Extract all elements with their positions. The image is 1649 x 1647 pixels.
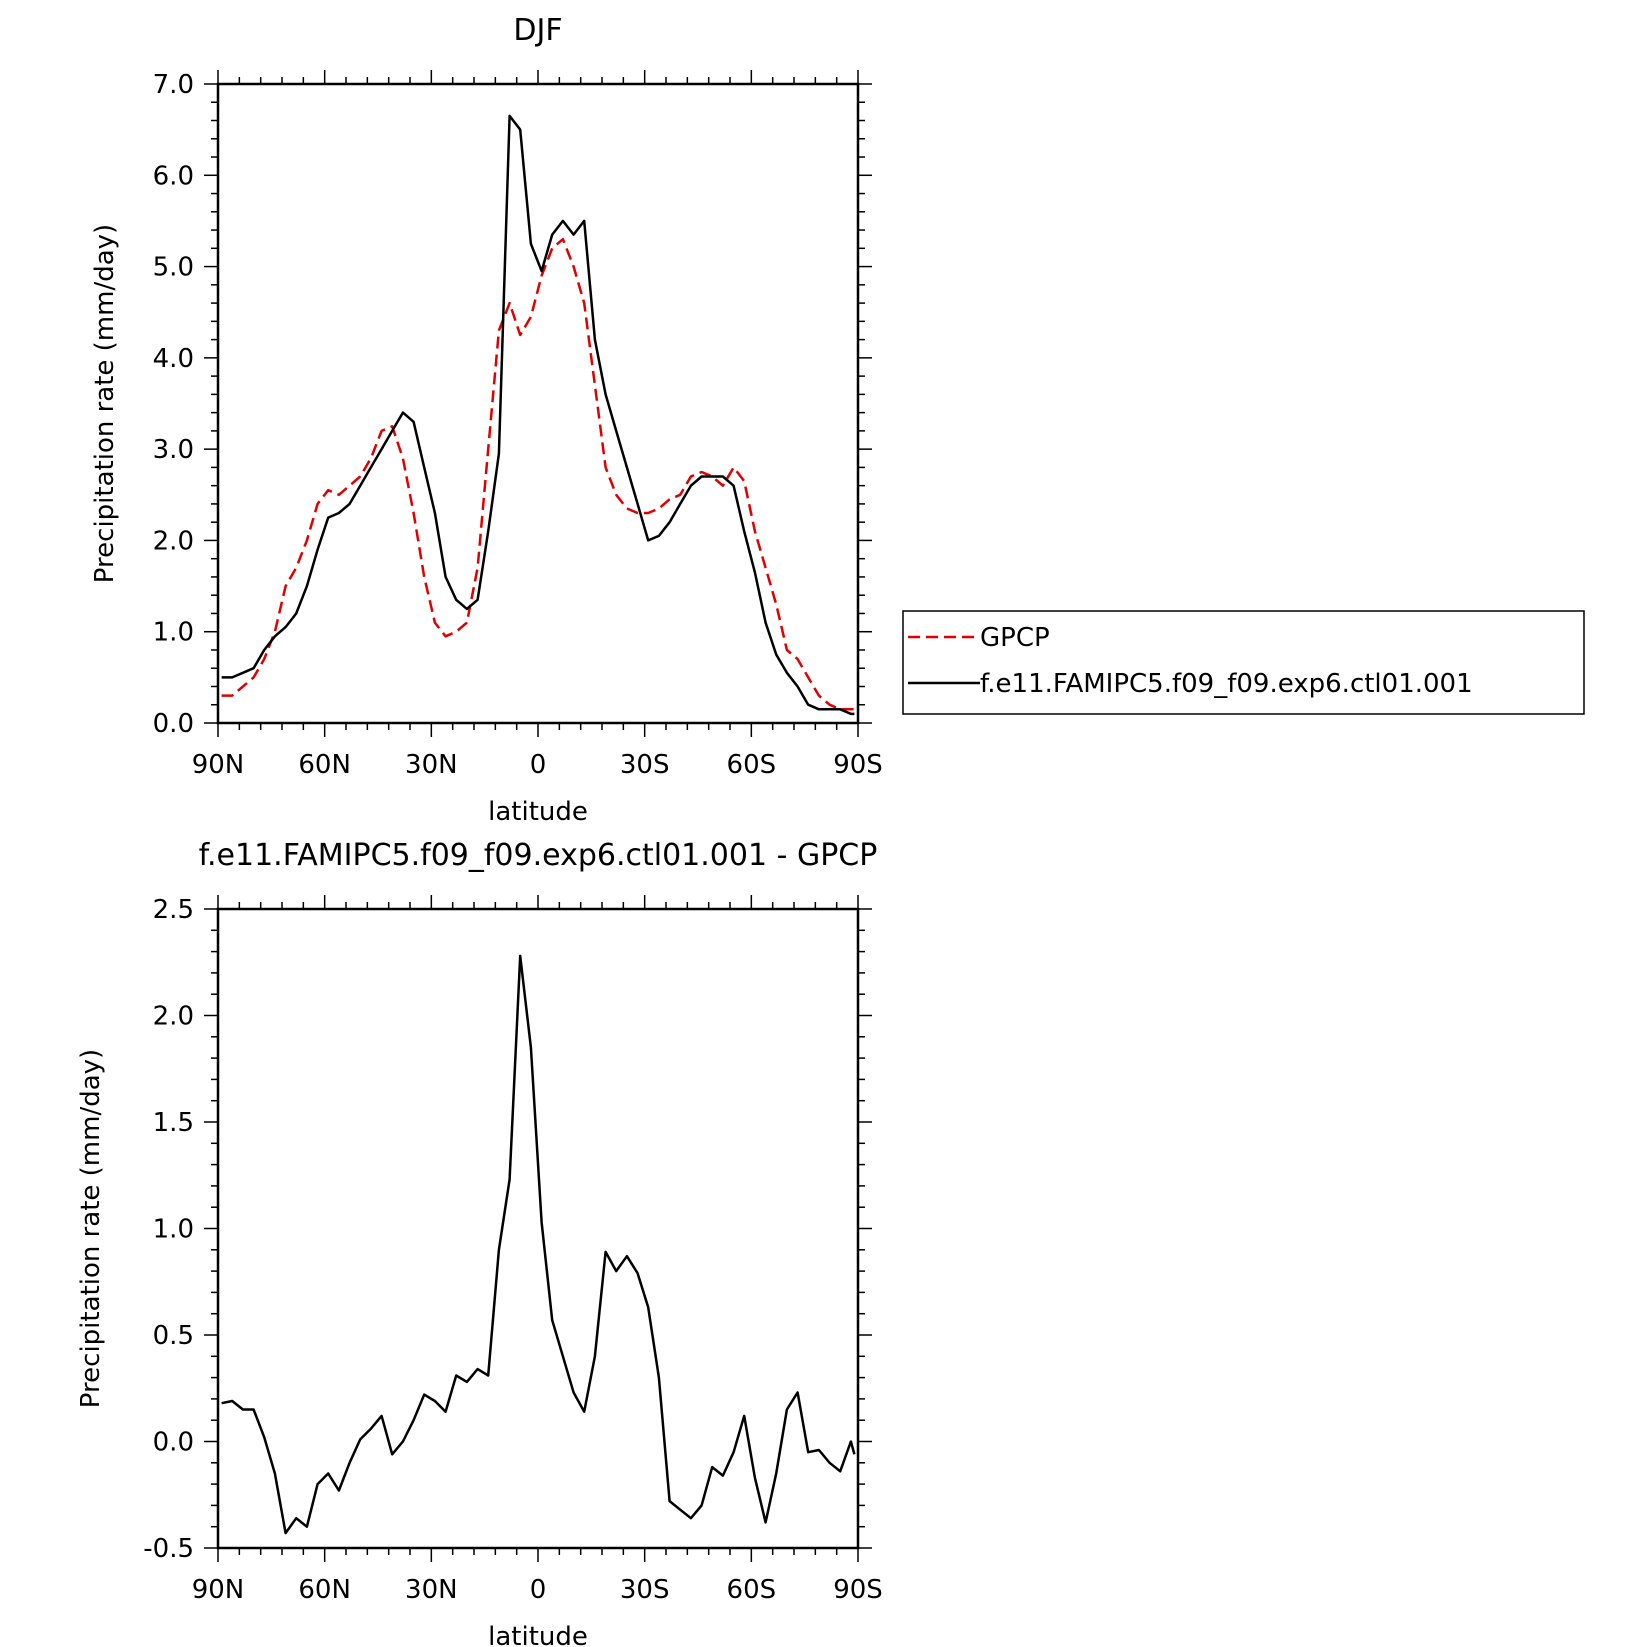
top-plot: 90N 60N 30N 0 30S 60S 90S 0.0 1.0 2.0 3.0 4.0 5.0 6.0… — [90, 70, 883, 827]
x-tick-label: 0 — [530, 750, 547, 780]
series-line-f-e11-famipc5-f09-f09-exp6-ctl01-001 — [221, 114, 855, 716]
x-axis-title: latitude — [488, 1622, 588, 1647]
y-tick-label: 5.0 — [153, 253, 194, 283]
x-tick-label: 90N — [192, 750, 245, 780]
y-tick-label: 0.0 — [153, 1428, 194, 1458]
x-tick-label: 60N — [298, 1575, 351, 1605]
legend-label-gpcp: GPCP — [980, 623, 1050, 653]
x-axis-title: latitude — [488, 797, 588, 827]
y-tick-label: 1.0 — [153, 1215, 194, 1245]
x-tick-label: 60S — [727, 750, 777, 780]
y-tick-label: 2.5 — [153, 895, 194, 925]
y-tick-label: 0.5 — [153, 1321, 194, 1351]
legend-label-model: f.e11.FAMIPC5.f09_f09.exp6.ctl01.001 — [980, 669, 1473, 699]
legend: GPCP f.e11.FAMIPC5.f09_f09.exp6.ctl01.00… — [902, 610, 1585, 715]
y-tick-label: -0.5 — [143, 1534, 194, 1564]
x-tick-label: 0 — [530, 1575, 547, 1605]
x-tick-label: 30S — [620, 750, 670, 780]
y-tick-label: 6.0 — [153, 161, 194, 191]
series-line-difference — [221, 954, 856, 1535]
y-tick-label: 2.0 — [153, 1002, 194, 1032]
y-tick-label: 4.0 — [153, 344, 194, 374]
legend-box — [902, 610, 1585, 715]
bottom-plot: 90N 60N 30N 0 30S 60S 90S -0.5 0.0 0.5 1.0 1.5 2.0 2.… — [76, 895, 883, 1647]
x-tick-label: 30N — [405, 750, 458, 780]
plot-frame — [216, 82, 860, 725]
y-tick-label: 1.0 — [153, 618, 194, 648]
top-chart-title: DJF — [513, 13, 562, 48]
y-axis-title: Precipitation rate (mm/day) — [76, 1049, 106, 1408]
x-tick-label: 60N — [298, 750, 351, 780]
x-tick-label: 90N — [192, 1575, 245, 1605]
y-tick-label: 2.0 — [153, 526, 194, 556]
y-tick-label: 7.0 — [153, 70, 194, 100]
y-tick-label: 0.0 — [153, 709, 194, 739]
bottom-chart-title: f.e11.FAMIPC5.f09_f09.exp6.ctl01.001 - G… — [199, 838, 878, 873]
x-tick-label: 90S — [833, 750, 883, 780]
x-tick-label: 90S — [833, 1575, 883, 1605]
y-tick-label: 1.5 — [153, 1108, 194, 1138]
y-tick-label: 3.0 — [153, 435, 194, 465]
x-tick-label: 60S — [727, 1575, 777, 1605]
y-axis-title: Precipitation rate (mm/day) — [90, 224, 120, 583]
x-tick-label: 30N — [405, 1575, 458, 1605]
x-tick-label: 30S — [620, 1575, 670, 1605]
series-line-gpcp — [221, 237, 855, 711]
plot-frame — [216, 907, 860, 1550]
